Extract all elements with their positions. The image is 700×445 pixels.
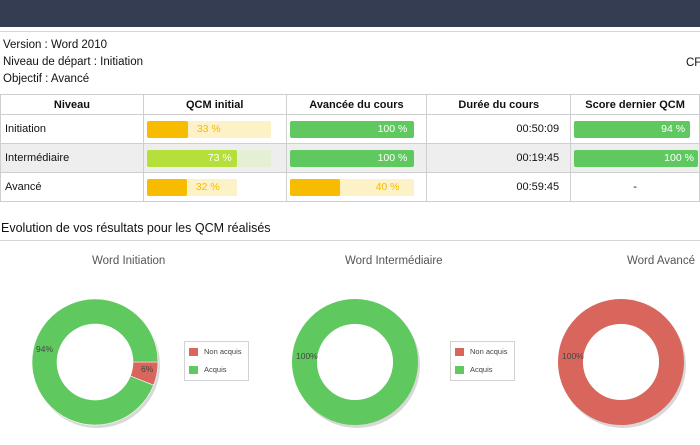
- qcm-initial-cell: 73 %: [142, 143, 287, 173]
- progress-bar: 100 %: [574, 149, 699, 167]
- legend-label: Acquis: [470, 365, 493, 374]
- donut-data-label: 100%: [562, 351, 584, 361]
- donut-slice-acquis: [292, 299, 418, 425]
- progress-bar: 94 %: [574, 120, 699, 138]
- progress-cell: 100 %: [285, 114, 428, 144]
- level-cell: Intermédiaire: [0, 143, 144, 173]
- duration-cell: 00:50:09: [426, 114, 572, 144]
- donut-hole: [583, 324, 659, 400]
- legend-label: Acquis: [204, 365, 227, 374]
- col-header-score: Score dernier QCM: [570, 94, 700, 115]
- legend-swatch: [189, 348, 198, 356]
- donut-chart-initiation: 6% 94%: [31, 298, 160, 428]
- duration-cell: 00:59:45: [426, 172, 572, 202]
- legend-swatch: [455, 348, 464, 356]
- divider: [0, 31, 700, 32]
- donut-slice-non-acquis: [558, 299, 684, 425]
- chart-title-avance: Word Avancé: [627, 255, 695, 267]
- legend-swatch: [189, 366, 198, 374]
- section-title: Evolution de vos résultats pour les QCM …: [1, 221, 271, 235]
- score-cell: 100 %: [570, 143, 700, 173]
- version-text: Version : Word 2010: [3, 39, 107, 51]
- progress-label: 94 %: [661, 122, 686, 135]
- progress-label: 73 %: [207, 151, 232, 164]
- chart-legend: Non acquis Acquis: [184, 341, 249, 381]
- progress-label: 33 %: [196, 122, 221, 135]
- progress-label: 100 %: [377, 151, 408, 164]
- progress-cell: 40 %: [285, 172, 428, 202]
- progress-cell: 100 %: [285, 143, 428, 173]
- qcm-initial-cell: 32 %: [142, 172, 287, 202]
- table-row: Initiation 33 % 100 % 00:50:09 94 %: [0, 114, 700, 144]
- qcm-initial-cell: 33 %: [142, 114, 287, 144]
- score-cell: -: [570, 172, 700, 202]
- objective-text: Objectif : Avancé: [3, 73, 90, 85]
- col-header-avancee: Avancée du cours: [285, 94, 428, 115]
- score-cell: 94 %: [570, 114, 700, 144]
- col-header-niveau: Niveau: [0, 94, 144, 115]
- donut-hole: [317, 324, 393, 400]
- level-cell: Avancé: [0, 172, 144, 202]
- table-row: Avancé 32 % 40 % 00:59:45 -: [0, 172, 700, 202]
- donut-chart-intermediaire: 100%: [292, 299, 420, 428]
- progress-label: 100 %: [377, 122, 408, 135]
- donut-data-label: 94%: [36, 344, 53, 354]
- legend-label: Non acquis: [470, 347, 508, 356]
- results-table: Niveau QCM initial Avancée du cours Duré…: [0, 94, 700, 202]
- donut-data-label: 100%: [296, 351, 318, 361]
- progress-bar: 32 %: [146, 178, 286, 196]
- section-divider: [0, 240, 700, 241]
- duration-cell: 00:19:45: [426, 143, 572, 173]
- start-level-text: Niveau de départ : Initiation: [3, 56, 144, 68]
- progress-bar: 33 %: [146, 120, 286, 138]
- table-header-row: Niveau QCM initial Avancée du cours Duré…: [0, 94, 700, 115]
- top-header-bar: [0, 0, 700, 27]
- progress-label: 32 %: [195, 180, 220, 193]
- level-cell: Initiation: [0, 114, 144, 144]
- chart-title-initiation: Word Initiation: [92, 255, 166, 267]
- progress-label: 40 %: [375, 180, 400, 193]
- right-header-text: CFA: [686, 57, 700, 69]
- progress-bar: 73 %: [146, 149, 286, 167]
- progress-label: 100 %: [664, 151, 694, 164]
- col-header-qcm-initial: QCM initial: [142, 94, 287, 115]
- chart-title-intermediaire: Word Intermédiaire: [345, 255, 443, 267]
- legend-label: Non acquis: [204, 347, 242, 356]
- table-row: Intermédiaire 73 % 100 % 00:19:45 100 %: [0, 143, 700, 173]
- progress-bar: 100 %: [289, 149, 427, 167]
- chart-legend: Non acquis Acquis: [450, 341, 515, 381]
- progress-bar: 40 %: [289, 178, 427, 196]
- donut-chart-avance: 100%: [558, 299, 686, 428]
- legend-swatch: [455, 366, 464, 374]
- progress-bar: 100 %: [289, 120, 427, 138]
- donut-hole: [57, 324, 133, 400]
- donut-data-label: 6%: [141, 364, 154, 374]
- col-header-duree: Durée du cours: [426, 94, 572, 115]
